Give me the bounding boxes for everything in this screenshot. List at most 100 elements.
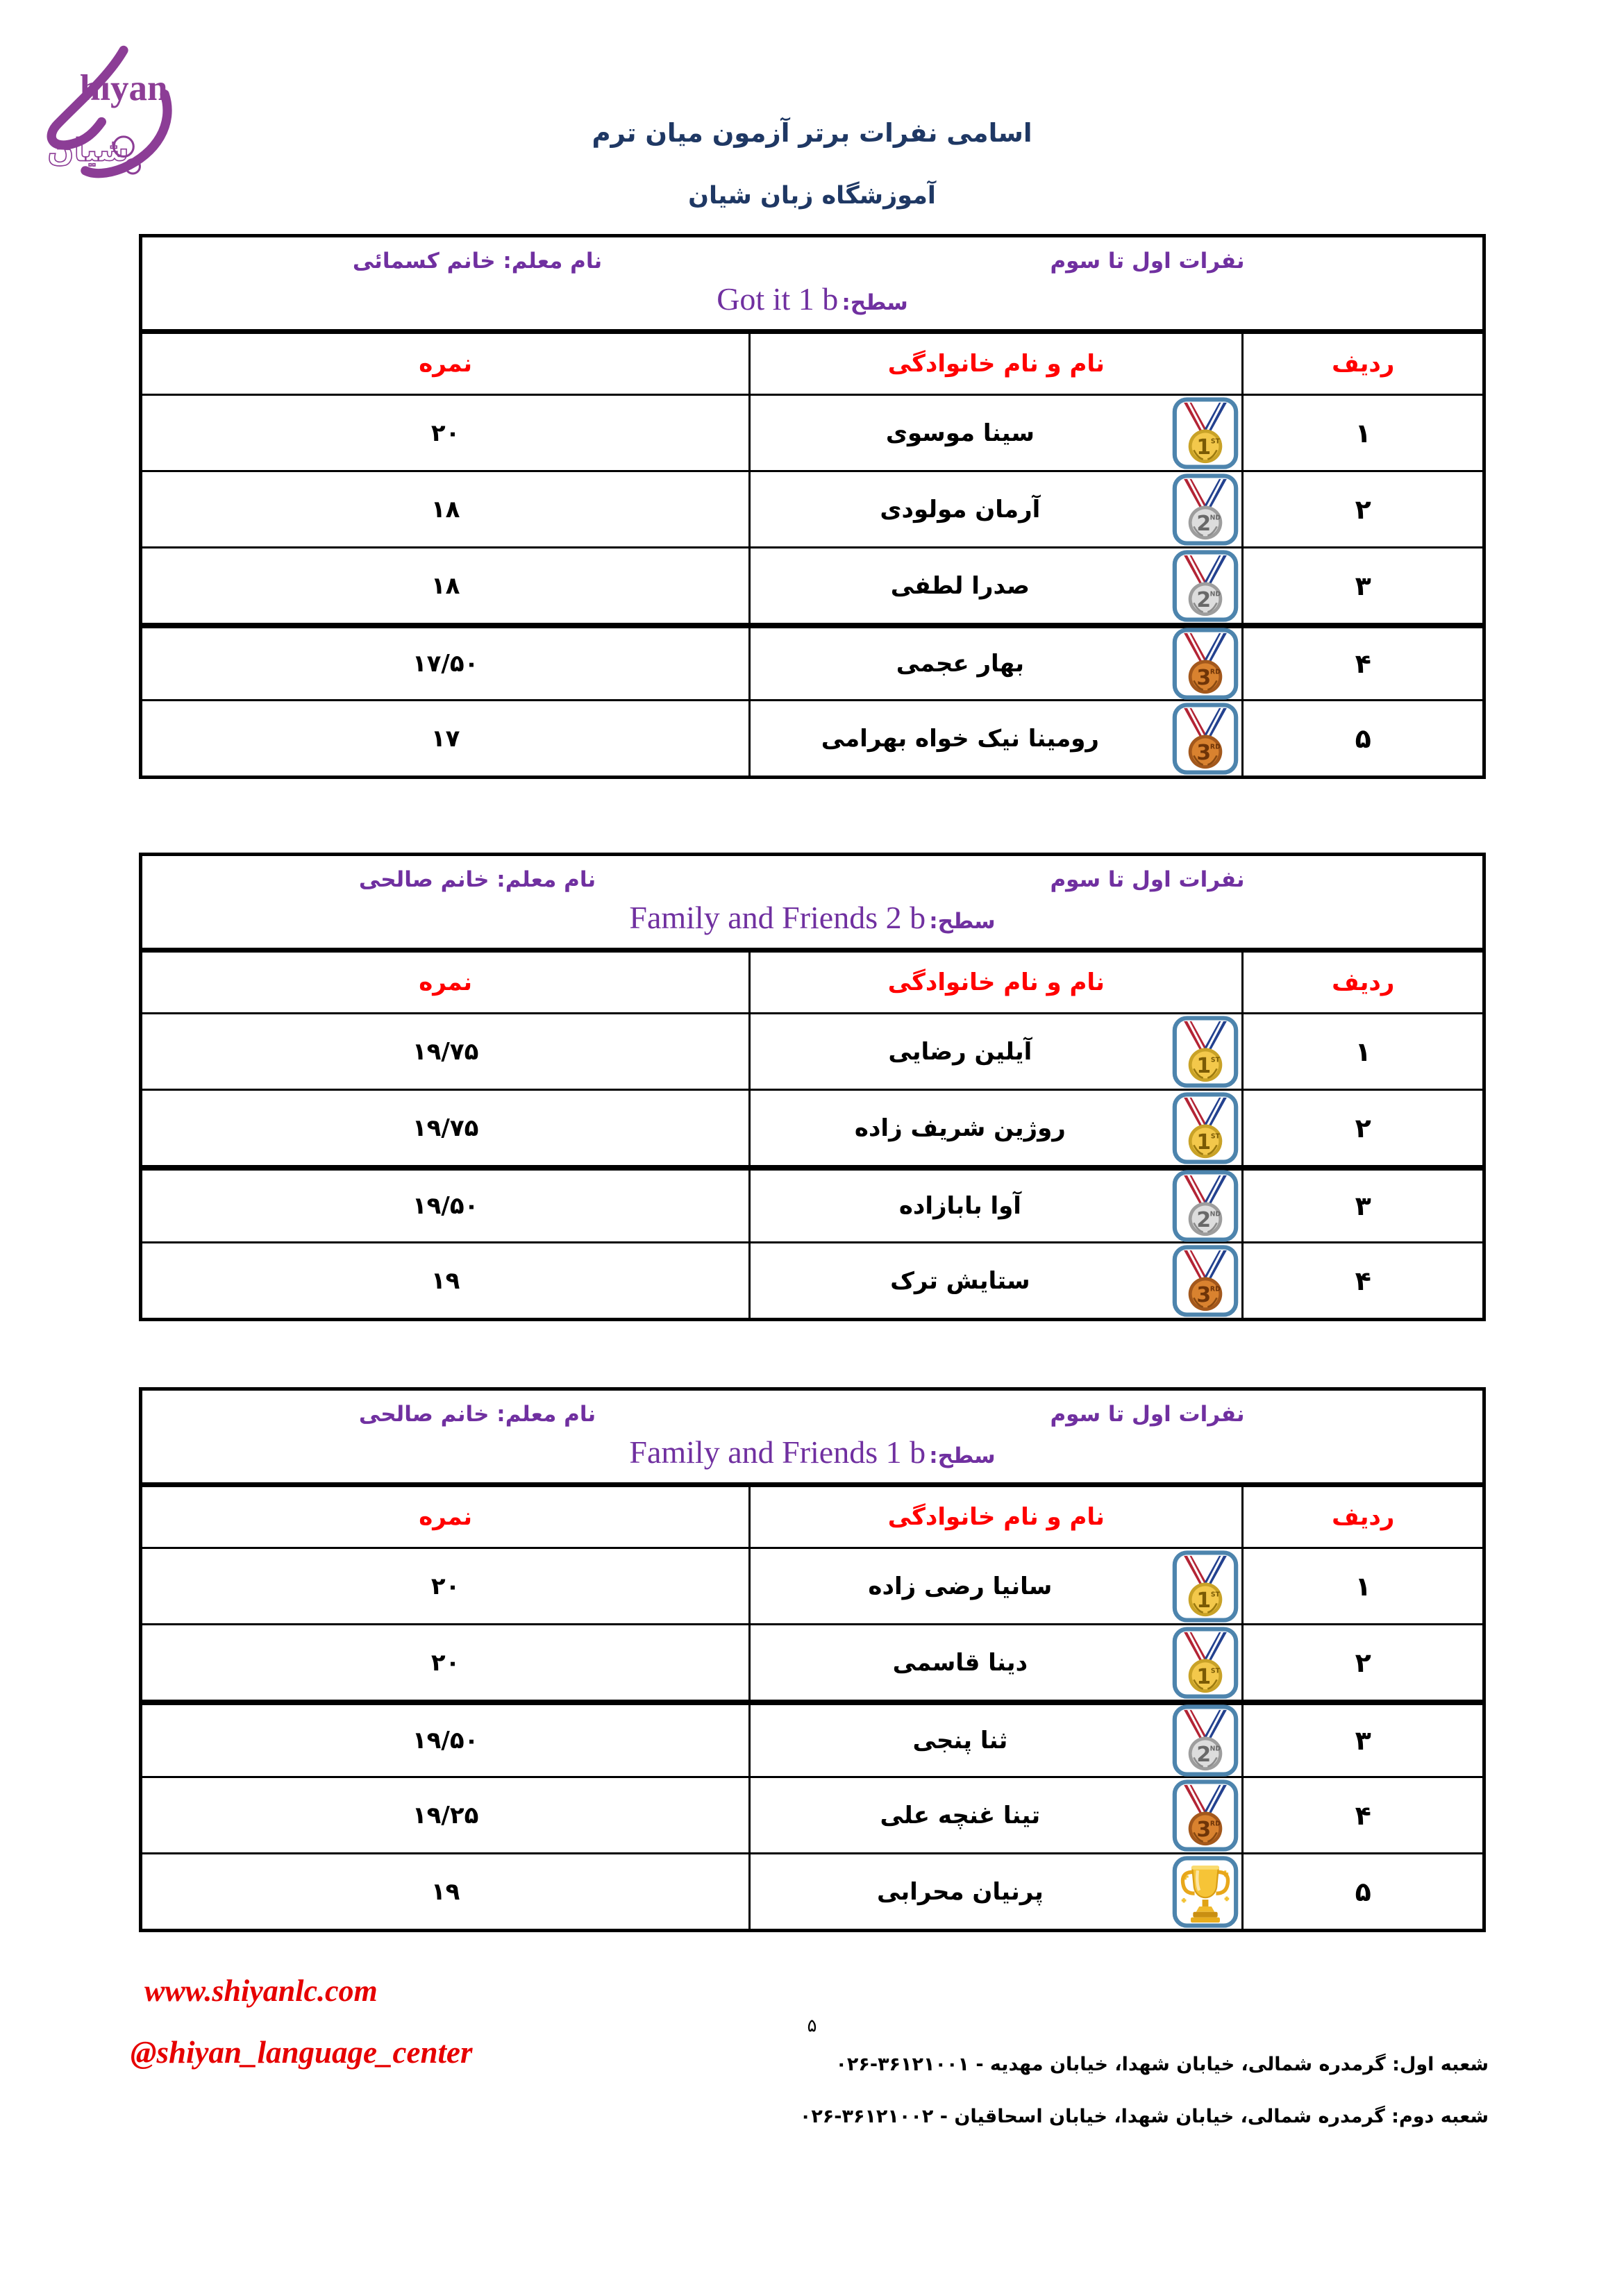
- svg-text:3: 3: [1197, 1282, 1212, 1307]
- svg-text:ND: ND: [1210, 1745, 1221, 1752]
- column-header-score: نمره: [142, 334, 751, 394]
- score-cell: ۱۸: [142, 472, 751, 546]
- table-row: ۳ 2 ND آوا بابازاده ۱۹/۵۰: [142, 1165, 1482, 1243]
- table-body: ۱ 1 ST سینا موسوی ۲۰ ۲ 2 ND: [142, 394, 1482, 776]
- student-name: آوا بابازاده: [898, 1192, 1021, 1220]
- svg-text:ST: ST: [1211, 1132, 1221, 1140]
- svg-text:ND: ND: [1210, 1210, 1221, 1218]
- score-value: ۱۸: [430, 495, 460, 523]
- table-body: ۱ 1 ST آیلین رضایی ۱۹/۷۵ ۲ 1: [142, 1012, 1482, 1318]
- student-name: سانیا رضی زاده: [868, 1572, 1053, 1600]
- student-name: پرنیان محرابی: [877, 1877, 1044, 1906]
- score-value: ۱۹/۷۵: [412, 1037, 479, 1066]
- page-number: ۵: [807, 2016, 817, 2036]
- score-value: ۲۰: [430, 1572, 460, 1600]
- group-label: نفرات اول تا سوم: [1050, 249, 1245, 274]
- first-place-medal-icon: 1 ST: [1171, 1015, 1239, 1089]
- svg-text:3: 3: [1197, 1817, 1212, 1841]
- rank-cell: ۲: [1355, 1647, 1371, 1678]
- group-label: نفرات اول تا سوم: [1050, 1402, 1245, 1427]
- svg-text:ST: ST: [1211, 1667, 1221, 1675]
- score-value: ۱۹: [430, 1877, 460, 1906]
- score-cell: ۱۹: [142, 1243, 751, 1318]
- score-value: ۱۹/۵۰: [412, 1727, 479, 1754]
- branch-1-phone: ۰۲۶-۳۶۱۲۱۰۰۱: [835, 2054, 969, 2075]
- branch-1-text: شعبه اول: گرمدره شمالی، خیابان شهدا، خیا…: [976, 2054, 1489, 2075]
- score-value: ۲۰: [430, 1648, 460, 1677]
- score-cell: ۱۹/۲۵: [142, 1778, 751, 1852]
- first-place-medal-icon: 1 ST: [1171, 1550, 1239, 1623]
- name-cell: پرنیان محرابی: [751, 1854, 1244, 1929]
- level-line: سطح: Family and Friends 2 b: [142, 899, 1482, 936]
- name-cell: 1 ST آیلین رضایی: [751, 1014, 1244, 1089]
- results-table-got-it-1b: نفرات اول تا سوم نام معلم: خانم کسمائی س…: [139, 234, 1486, 779]
- table-body: ۱ 1 ST سانیا رضی زاده ۲۰ ۲ 1: [142, 1547, 1482, 1929]
- first-place-medal-icon: 1 ST: [1171, 396, 1239, 470]
- instagram-link[interactable]: @shiyan_language_center: [131, 2035, 473, 2070]
- column-header-rank: ردیف: [1332, 1503, 1395, 1531]
- column-header-rank: ردیف: [1332, 969, 1395, 996]
- website-link[interactable]: www.shiyanlc.com: [144, 1974, 378, 2008]
- rank-cell: ۱: [1355, 1036, 1371, 1067]
- level-line: سطح: Got it 1 b: [142, 280, 1482, 317]
- rank-cell: ۴: [1355, 648, 1371, 679]
- name-cell: 2 ND آرمان مولودی: [751, 472, 1244, 546]
- score-value: ۱۷: [430, 724, 460, 753]
- rank-cell: ۱: [1355, 1570, 1371, 1602]
- svg-text:1: 1: [1197, 435, 1212, 459]
- teacher-name: نام معلم: خانم صالحی: [358, 1402, 596, 1427]
- second-place-medal-icon: 2 ND: [1171, 1169, 1239, 1243]
- level-label: سطح:: [929, 1443, 996, 1468]
- first-place-medal-icon: 1 ST: [1171, 1626, 1239, 1700]
- table-row: ۴ 3 RD تینا غنچه علی ۱۹/۲۵: [142, 1776, 1482, 1852]
- name-cell: 3 RD رومینا نیک خواه بهرامی: [751, 701, 1244, 776]
- group-label: نفرات اول تا سوم: [1050, 867, 1245, 892]
- rank-cell: ۵: [1355, 723, 1371, 754]
- branch-2-phone: ۰۲۶-۳۶۱۲۱۰۰۲: [799, 2106, 934, 2127]
- table-row: ۴ 3 RD ستایش ترک ۱۹: [142, 1241, 1482, 1318]
- rank-cell: ۳: [1355, 1725, 1371, 1756]
- svg-text:RD: RD: [1210, 1285, 1221, 1293]
- svg-text:RD: RD: [1210, 743, 1221, 751]
- rank-cell: ۴: [1355, 1800, 1371, 1831]
- third-place-medal-icon: 3 RD: [1171, 702, 1239, 776]
- student-name: دینا قاسمی: [892, 1648, 1028, 1677]
- level-value: Family and Friends 1 b: [629, 1434, 926, 1470]
- page-title: اسامی نفرات برتر آزمون میان ترم: [592, 118, 1032, 148]
- svg-text:ND: ND: [1210, 590, 1221, 598]
- branch-2-address: شعبه دوم: گرمدره شمالی، خیابان شهدا، خیا…: [800, 2106, 1489, 2127]
- third-place-medal-icon: 3 RD: [1171, 627, 1239, 701]
- name-cell: 2 ND ثنا پنجی: [751, 1704, 1244, 1777]
- results-table-family-friends-2b: نفرات اول تا سوم نام معلم: خانم صالحی سط…: [139, 853, 1486, 1321]
- table-row: ۲ 1 ST روژین شریف زاده ۱۹/۷۵: [142, 1089, 1482, 1165]
- score-cell: ۲۰: [142, 396, 751, 470]
- student-name: تینا غنچه علی: [880, 1801, 1041, 1829]
- level-label: سطح:: [929, 909, 996, 934]
- score-value: ۱۹: [430, 1266, 460, 1295]
- level-label: سطح:: [842, 290, 908, 315]
- svg-text:2: 2: [1197, 511, 1212, 535]
- column-header-score: نمره: [142, 953, 751, 1012]
- score-cell: ۱۷/۵۰: [142, 628, 751, 699]
- level-line: سطح: Family and Friends 1 b: [142, 1434, 1482, 1470]
- svg-text:ST: ST: [1211, 1056, 1221, 1064]
- student-name: رومینا نیک خواه بهرامی: [821, 724, 1099, 753]
- column-header-row: ردیف نام و نام خانوادگی نمره: [142, 953, 1482, 1012]
- second-place-medal-icon: 2 ND: [1171, 473, 1239, 546]
- score-value: ۲۰: [430, 419, 460, 447]
- score-cell: ۲۰: [142, 1625, 751, 1700]
- svg-text:1: 1: [1197, 1664, 1212, 1689]
- rank-cell: ۲: [1355, 494, 1371, 525]
- table-row: ۱ 1 ST سانیا رضی زاده ۲۰: [142, 1547, 1482, 1623]
- column-header-score: نمره: [142, 1487, 751, 1547]
- student-name: بهار عجمی: [896, 650, 1025, 678]
- column-header-name: نام و نام خانوادگی: [751, 1487, 1244, 1547]
- page-subtitle: آموزشگاه زبان شیان: [688, 182, 936, 210]
- level-value: Got it 1 b: [717, 281, 839, 317]
- third-place-medal-icon: 3 RD: [1171, 1779, 1239, 1852]
- teacher-name: نام معلم: خانم کسمائی: [352, 249, 603, 274]
- table-row: ۳ 2 ND ثنا پنجی ۱۹/۵۰: [142, 1700, 1482, 1777]
- rank-cell: ۱: [1355, 417, 1371, 449]
- column-header-name: نام و نام خانوادگی: [751, 953, 1244, 1012]
